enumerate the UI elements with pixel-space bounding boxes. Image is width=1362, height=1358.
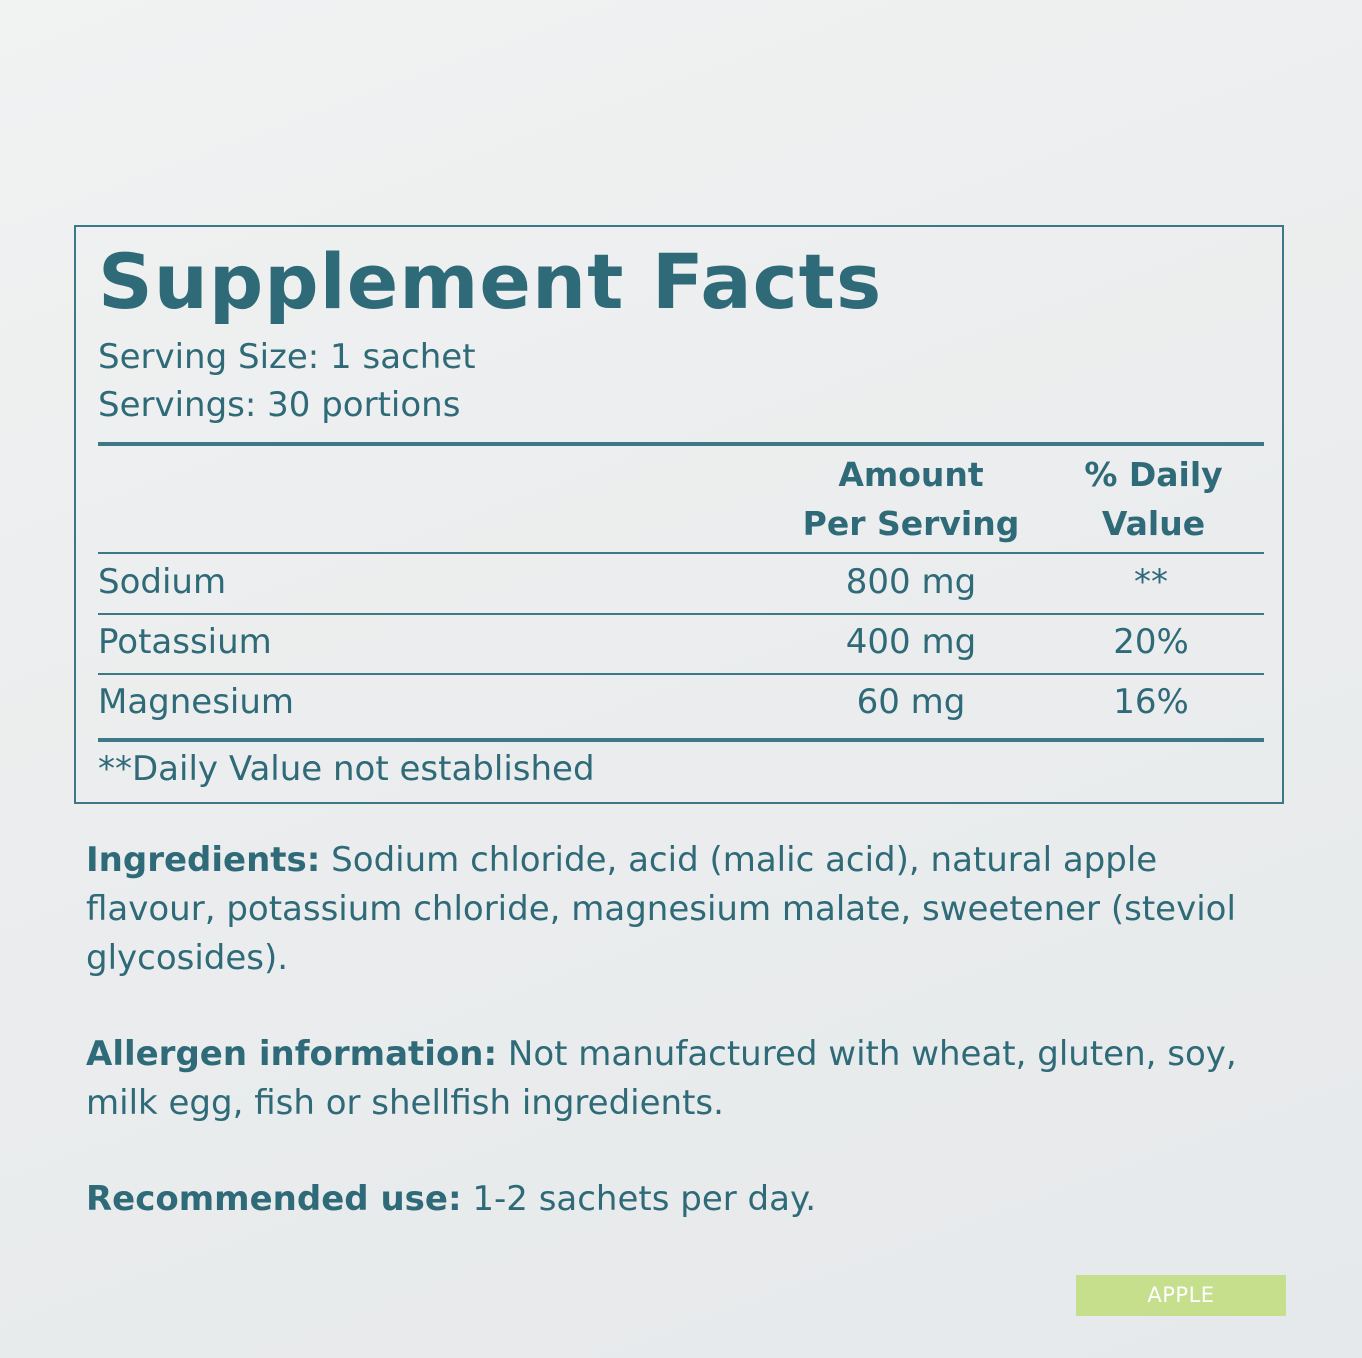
allergen-label: Allergen information: — [86, 1034, 498, 1074]
nutrient-name: Sodium — [98, 562, 227, 602]
nutrient-amount: 60 mg — [856, 682, 966, 722]
amount-header-line2: Per Serving — [802, 504, 1020, 543]
nutrient-daily-value: 20% — [1113, 622, 1189, 662]
nutrient-daily-value: 16% — [1113, 682, 1189, 722]
nutrient-daily-value: ** — [1134, 562, 1168, 602]
divider-row — [98, 613, 1264, 615]
dv-header-line1: % Daily — [1084, 455, 1223, 494]
amount-header-line1: Amount — [838, 455, 984, 494]
nutrient-name: Magnesium — [98, 682, 295, 722]
servings-count: Servings: 30 portions — [98, 385, 461, 425]
divider-row — [98, 673, 1264, 675]
facts-title: Supplement Facts — [98, 237, 883, 326]
nutrient-name: Potassium — [98, 622, 272, 662]
ingredients-text: Sodium chloride, acid (malic acid), natu… — [86, 840, 1236, 978]
divider-thick-bottom — [98, 738, 1264, 742]
recommended-use-text: 1-2 sachets per day. — [461, 1179, 817, 1219]
daily-value-column-header: % Daily Value — [1041, 450, 1266, 548]
divider-header — [98, 552, 1264, 554]
allergen-paragraph: Allergen information: Not manufactured w… — [86, 1030, 1266, 1128]
dv-header-line2: Value — [1101, 504, 1206, 543]
recommended-use-label: Recommended use: — [86, 1179, 462, 1219]
ingredients-paragraph: Ingredients: Sodium chloride, acid (mali… — [86, 836, 1266, 983]
ingredients-label: Ingredients: — [86, 840, 321, 880]
recommended-use-paragraph: Recommended use: 1-2 sachets per day. — [86, 1175, 1266, 1224]
divider-thick-top — [98, 442, 1264, 446]
supplement-facts-panel: Supplement Facts Serving Size: 1 sachet … — [74, 225, 1284, 804]
amount-column-header: Amount Per Serving — [796, 450, 1026, 548]
allergen-text: Not manufactured with wheat, gluten, soy… — [86, 1034, 1237, 1123]
daily-value-footnote: **Daily Value not established — [98, 749, 595, 789]
serving-size: Serving Size: 1 sachet — [98, 337, 476, 377]
nutrient-amount: 800 mg — [845, 562, 977, 602]
flavor-badge: APPLE — [1076, 1275, 1286, 1316]
nutrient-amount: 400 mg — [845, 622, 977, 662]
